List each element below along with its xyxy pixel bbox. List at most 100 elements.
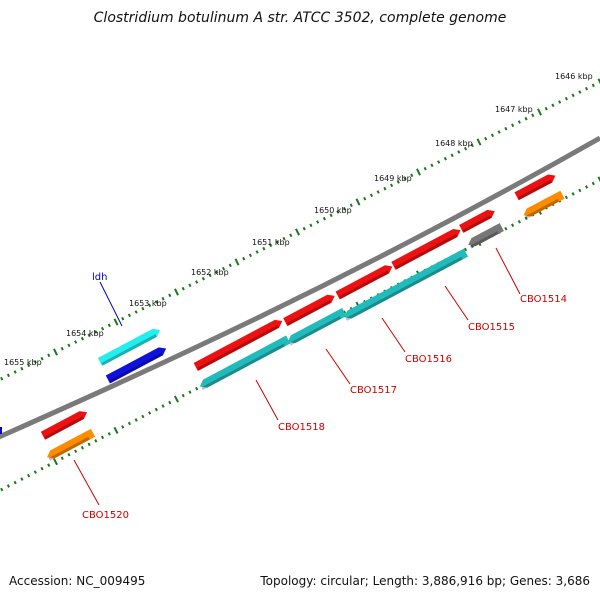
outer-minor-tick (154, 300, 158, 304)
inner-major-tick (174, 395, 179, 403)
outer-major-tick (53, 348, 58, 356)
cds-upstream-forward-body (514, 174, 556, 201)
tick-label-kbp: 1655 kbp (4, 358, 42, 367)
cds-cbo1520-orange-shade (48, 436, 90, 461)
outer-minor-tick (242, 256, 246, 261)
outer-minor-tick (100, 326, 105, 331)
inner-minor-tick (564, 195, 568, 200)
cds-ldh-cyan-body (97, 328, 161, 366)
inner-major-tick (597, 176, 600, 183)
outer-minor-tick (484, 136, 488, 141)
outer-minor-tick (403, 176, 407, 181)
outer-minor-tick (262, 246, 266, 251)
tick-label-kbp: 1653 kbp (129, 299, 167, 308)
inner-minor-tick (0, 487, 4, 492)
inner-minor-tick (181, 393, 185, 398)
outer-major-tick (597, 78, 600, 85)
leader-line (381, 317, 406, 353)
outer-minor-tick (121, 316, 125, 321)
outer-minor-tick (329, 213, 333, 218)
gene-labels: CBO1514 CBO1515 CBO1516 CBO1517 CBO1518 CBO15… (0, 272, 567, 521)
outer-minor-tick (275, 240, 279, 244)
outer-minor-tick (551, 103, 555, 108)
tick-labels: 1646 kbp 1647 kbp 1648 kbp 1649 kbp 1650 kbp… (4, 72, 593, 367)
inner-minor-tick (121, 425, 125, 429)
inner-minor-tick (20, 477, 24, 481)
cds-ldh-blue-body (105, 347, 167, 384)
outer-minor-tick (363, 196, 367, 201)
cds-cbo1515-forward (391, 229, 461, 270)
inner-major-tick (53, 458, 58, 466)
leader-line (444, 285, 469, 321)
outer-minor-tick (208, 273, 212, 278)
genome-backbone (0, 135, 600, 440)
outer-major-tick (113, 318, 119, 326)
outer-minor-tick (289, 233, 293, 238)
cds-cbo1514-gray-body (468, 223, 504, 247)
outer-minor-tick (336, 210, 340, 214)
inner-minor-tick (134, 418, 138, 422)
outer-minor-tick (342, 206, 347, 211)
cds-ldh-cyan-shade (101, 334, 157, 366)
cds-cbo1518-forward (193, 319, 283, 371)
outer-minor-tick (390, 183, 394, 188)
outer-minor-tick (27, 363, 31, 368)
outer-minor-tick (80, 336, 84, 341)
cds-cbo1520-orange (47, 428, 96, 461)
cds-ldh-blue-shade (109, 352, 163, 383)
outer-minor-tick (369, 193, 374, 198)
gene-label-cbo1516: CBO1516 (405, 354, 452, 365)
outer-minor-tick (463, 146, 468, 151)
cds-cbo1516-reverse-body (344, 248, 469, 319)
inner-minor-tick (13, 480, 17, 485)
outer-minor-tick (376, 190, 380, 194)
outer-minor-tick (47, 353, 51, 358)
backbone-group (0, 135, 600, 440)
tick-label-kbp: 1648 kbp (435, 139, 473, 148)
outer-major-tick (416, 168, 421, 176)
gene-features (40, 174, 565, 461)
outer-minor-tick (6, 373, 11, 378)
outer-minor-tick (20, 366, 24, 371)
gene-label-cbo1520: CBO1520 (82, 510, 129, 521)
cds-cbo1514-gray (468, 223, 504, 249)
inner-minor-tick (60, 456, 64, 461)
cds-cbo1514-forward-body (459, 209, 495, 233)
outer-minor-tick (437, 160, 441, 164)
outer-minor-tick (87, 333, 91, 338)
gene-label-cbo1515: CBO1515 (468, 322, 515, 333)
tick-label-kbp: 1651 kbp (252, 238, 290, 247)
cds-cbo1517-forward (283, 294, 335, 327)
outer-minor-tick (269, 243, 273, 248)
outer-minor-tick (148, 303, 152, 308)
cds-cbo1518-reverse (199, 335, 291, 390)
outer-minor-tick (107, 323, 111, 328)
outer-minor-tick (578, 90, 582, 94)
outer-major-tick (476, 138, 482, 146)
inner-minor-tick (511, 223, 515, 228)
cds-ldh-blue (105, 347, 167, 384)
outer-minor-tick (40, 356, 44, 361)
outer-major-tick (295, 228, 300, 236)
edge-marker (0, 427, 2, 434)
outer-minor-tick (517, 120, 521, 124)
gene-label-cbo1518: CBO1518 (278, 422, 325, 433)
outer-minor-tick (490, 133, 495, 138)
cds-cbo1515-forward-body (391, 229, 461, 270)
outer-minor-tick (248, 253, 253, 258)
inner-minor-tick (94, 439, 98, 443)
inner-minor-tick (127, 421, 132, 426)
cds-upstream-orange (523, 190, 565, 219)
cds-cbo1517-forward-body (283, 294, 335, 327)
cds-cbo1518-forward-body (193, 319, 283, 371)
inner-minor-tick (504, 226, 508, 231)
cds-cbo1514-gray-shade (469, 231, 499, 249)
tick-label-kbp: 1650 kbp (314, 206, 352, 215)
outer-minor-tick (74, 340, 78, 344)
inner-minor-tick (67, 452, 71, 457)
outer-minor-tick (430, 163, 434, 168)
inner-minor-tick (47, 463, 51, 467)
outer-minor-tick (195, 280, 199, 284)
outer-minor-tick (134, 310, 138, 314)
inner-minor-tick (100, 435, 105, 440)
